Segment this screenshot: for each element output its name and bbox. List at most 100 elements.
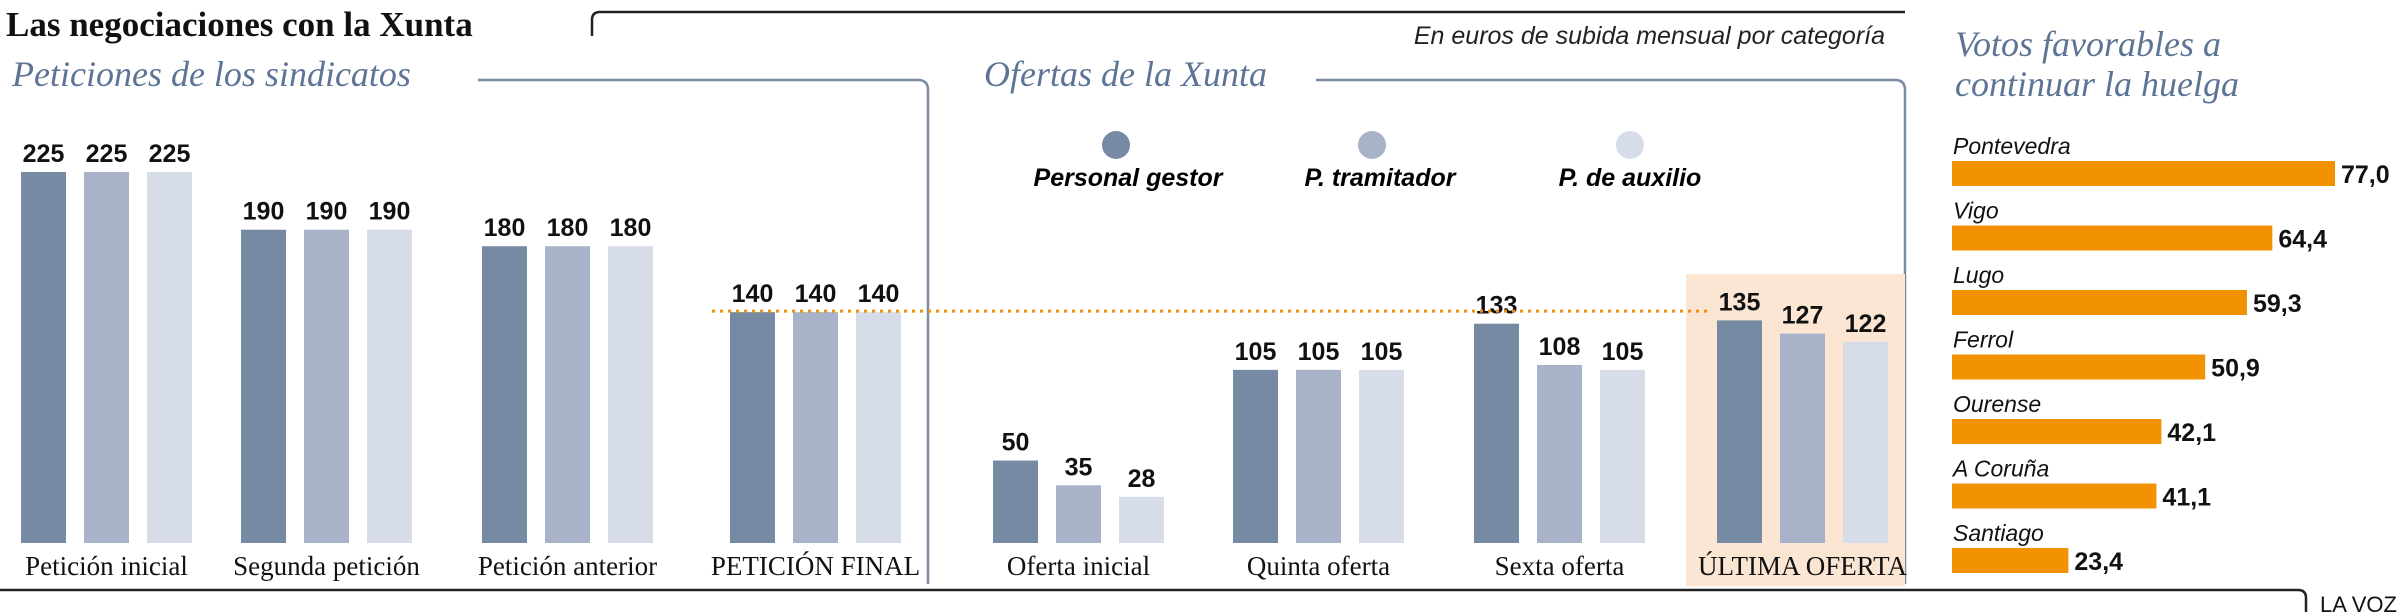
page-title: Las negociaciones con la Xunta xyxy=(6,5,473,44)
bar-value-label: 225 xyxy=(23,140,65,168)
left-panel-frame xyxy=(478,78,930,584)
bar-tramitador xyxy=(304,229,349,543)
title-frame-line xyxy=(590,10,1905,36)
bar-value-label: 190 xyxy=(369,198,411,226)
right-panel-title-line2: continuar la huelga xyxy=(1955,64,2239,104)
brand-label: LA VOZ xyxy=(2320,592,2397,616)
vote-city-label: Vigo xyxy=(1953,198,1999,224)
vote-value-label: 50,9 xyxy=(2211,355,2260,383)
bar-group: 225 225 225 Petición inicial xyxy=(21,140,192,581)
bar-gestor xyxy=(21,172,66,543)
bar-value-label: 35 xyxy=(1065,453,1093,481)
bottom-rule xyxy=(0,588,2308,612)
vote-bar xyxy=(1952,290,2247,315)
bar-gestor xyxy=(1474,323,1519,543)
bar-group: 50 35 28 Oferta inicial xyxy=(993,429,1164,581)
bar-auxilio xyxy=(1119,496,1164,543)
category-label: Petición inicial xyxy=(25,551,188,581)
vote-value-label: 77,0 xyxy=(2341,161,2390,189)
vote-city-label: Ourense xyxy=(1953,391,2041,417)
bar-value-label: 50 xyxy=(1002,429,1030,457)
legend: Personal gestor P. tramitador P. de auxi… xyxy=(1034,131,1702,192)
legend-swatch-tramitador xyxy=(1358,131,1386,159)
legend-label-gestor: Personal gestor xyxy=(1034,164,1224,192)
category-label: Quinta oferta xyxy=(1247,551,1390,581)
bar-value-label: 225 xyxy=(86,140,128,168)
bar-groups: 225 225 225 Petición inicial 190 190 190 Segund… xyxy=(21,140,1907,581)
vote-bar xyxy=(1952,354,2206,380)
category-label: ÚLTIMA OFERTA xyxy=(1698,551,1907,581)
legend-swatch-auxilio xyxy=(1616,131,1644,159)
bar-group: 133 108 105 Sexta oferta xyxy=(1474,292,1645,581)
bar-value-label: 140 xyxy=(732,280,774,308)
vote-row: A Coruña 41,1 xyxy=(1951,456,2211,512)
category-label: Segunda petición xyxy=(233,551,420,581)
left-panel-title: Peticiones de los sindicatos xyxy=(11,54,411,94)
vote-city-label: Ferrol xyxy=(1953,327,2014,353)
middle-panel-title: Ofertas de la Xunta xyxy=(984,54,1267,94)
vote-value-label: 23,4 xyxy=(2074,548,2123,576)
vote-row: Ourense 42,1 xyxy=(1952,391,2216,447)
vote-row: Pontevedra 77,0 xyxy=(1952,133,2390,189)
legend-label-auxilio: P. de auxilio xyxy=(1559,164,1702,192)
bar-value-label: 180 xyxy=(547,214,589,242)
bar-group: 180 180 180 Petición anterior xyxy=(478,214,657,581)
bar-gestor xyxy=(1717,320,1762,543)
vote-city-label: Santiago xyxy=(1953,520,2044,546)
strike-vote-bars: Pontevedra 77,0 Vigo 64,4 Lugo 59,3 Ferrol 50,9… xyxy=(1951,133,2390,576)
bar-value-label: 127 xyxy=(1782,302,1824,330)
bar-value-label: 225 xyxy=(149,140,191,168)
category-label: Petición anterior xyxy=(478,551,657,581)
bar-value-label: 135 xyxy=(1719,288,1761,316)
bar-gestor xyxy=(730,312,775,543)
vote-city-label: A Coruña xyxy=(1951,456,2049,482)
bar-value-label: 105 xyxy=(1361,338,1403,366)
bar-gestor xyxy=(1233,369,1278,543)
vote-row: Santiago 23,4 xyxy=(1952,520,2123,576)
bar-value-label: 140 xyxy=(858,280,900,308)
vote-city-label: Pontevedra xyxy=(1953,133,2071,159)
vote-row: Lugo 59,3 xyxy=(1952,262,2302,318)
bar-auxilio xyxy=(1843,341,1888,543)
bar-value-label: 190 xyxy=(243,198,285,226)
bar-group: 140 140 140 PETICIÓN FINAL xyxy=(711,280,920,581)
vote-row: Vigo 64,4 xyxy=(1952,198,2327,254)
bar-auxilio xyxy=(367,229,412,543)
vote-value-label: 64,4 xyxy=(2278,226,2327,254)
vote-bar xyxy=(1952,419,2162,444)
bar-auxilio xyxy=(856,312,901,543)
frames xyxy=(0,10,2308,612)
bar-auxilio xyxy=(147,172,192,543)
bar-auxilio xyxy=(1359,369,1404,543)
vote-city-label: Lugo xyxy=(1953,262,2004,288)
vote-bar xyxy=(1952,161,2335,186)
bar-value-label: 190 xyxy=(306,198,348,226)
middle-panel-frame xyxy=(1316,78,1907,584)
bar-gestor xyxy=(241,229,286,543)
legend-swatch-gestor xyxy=(1102,131,1130,159)
category-label: PETICIÓN FINAL xyxy=(711,551,920,581)
bar-group: 190 190 190 Segunda petición xyxy=(233,198,420,581)
bar-tramitador xyxy=(84,172,129,543)
bar-tramitador xyxy=(1537,364,1582,543)
vote-bar xyxy=(1952,483,2157,509)
vote-bar xyxy=(1952,225,2273,251)
vote-value-label: 41,1 xyxy=(2162,484,2211,512)
bar-tramitador xyxy=(545,246,590,543)
bar-value-label: 180 xyxy=(484,214,526,242)
bar-gestor xyxy=(993,460,1038,543)
category-label: Oferta inicial xyxy=(1007,551,1150,581)
bar-value-label: 133 xyxy=(1476,292,1518,320)
vote-value-label: 59,3 xyxy=(2253,290,2302,318)
category-label: Sexta oferta xyxy=(1495,551,1625,581)
vote-bar xyxy=(1952,548,2069,573)
bar-value-label: 105 xyxy=(1235,338,1277,366)
bar-tramitador xyxy=(1780,333,1825,543)
vote-row: Ferrol 50,9 xyxy=(1952,327,2260,383)
bar-value-label: 105 xyxy=(1602,338,1644,366)
vote-value-label: 42,1 xyxy=(2167,419,2216,447)
bar-value-label: 180 xyxy=(610,214,652,242)
bar-value-label: 140 xyxy=(795,280,837,308)
bar-tramitador xyxy=(1296,369,1341,543)
